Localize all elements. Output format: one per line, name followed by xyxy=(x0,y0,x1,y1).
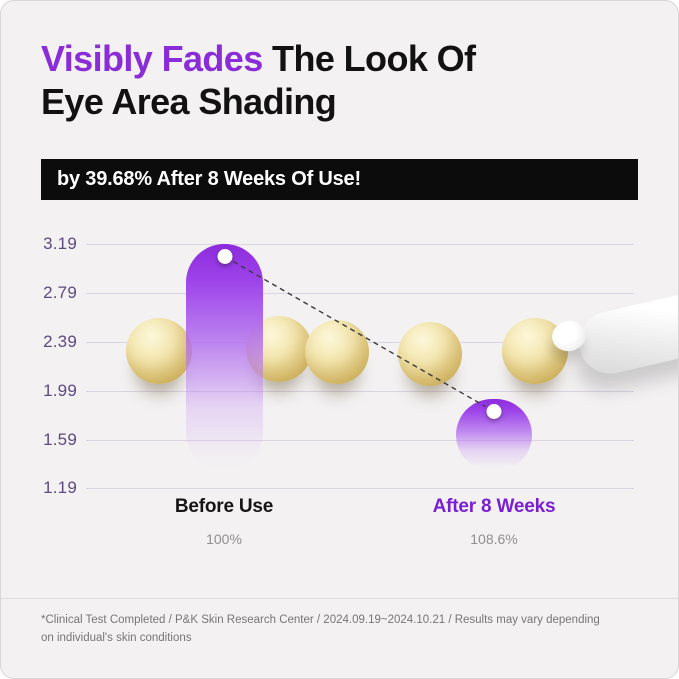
category-sublabel: 100% xyxy=(206,531,242,548)
chart: 3.19 2.79 2.39 1.99 1.59 1.19 xyxy=(43,234,634,497)
footnote-line1: *Clinical Test Completed / P&K Skin Rese… xyxy=(41,614,600,627)
category-label: After 8 Weeks xyxy=(432,496,556,518)
y-tick-label: 2.79 xyxy=(43,283,77,303)
chart-plot: 3.19 2.79 2.39 1.99 1.59 1.19 xyxy=(43,234,634,497)
gridline xyxy=(86,293,634,295)
y-tick-label: 1.19 xyxy=(43,478,77,498)
gridline xyxy=(86,390,634,392)
data-point-dot xyxy=(486,404,502,420)
gridline xyxy=(86,244,634,246)
data-point-dot xyxy=(217,249,232,265)
cream-sphere xyxy=(126,318,192,385)
y-tick-label: 3.19 xyxy=(43,234,77,254)
cream-sphere xyxy=(305,320,369,385)
y-tick-label: 2.39 xyxy=(43,331,77,351)
gridline xyxy=(86,488,634,490)
chart-bar xyxy=(456,399,532,472)
category-label: Before Use xyxy=(174,496,274,518)
title-rest: The Look Of xyxy=(262,38,476,79)
x-label-after: After 8 Weeks 108.6% xyxy=(433,496,556,547)
y-tick-label: 1.99 xyxy=(43,380,77,400)
x-axis-labels: Before Use 100% After 8 Weeks 108.6% xyxy=(86,496,634,568)
title-highlight: Visibly Fades xyxy=(41,38,263,79)
footnote: *Clinical Test Completed / P&K Skin Rese… xyxy=(1,598,678,678)
x-label-before: Before Use 100% xyxy=(174,496,274,548)
y-tick-label: 1.59 xyxy=(43,429,77,449)
page-title: Visibly Fades The Look Of Eye Area Shadi… xyxy=(41,37,638,123)
title-line2: Eye Area Shading xyxy=(41,81,337,123)
category-sublabel: 108.6% xyxy=(470,531,518,548)
footnote-line2: on individual's skin conditions xyxy=(41,632,192,645)
header: Visibly Fades The Look Of Eye Area Shadi… xyxy=(1,1,678,123)
claim-banner: by 39.68% After 8 Weeks Of Use! xyxy=(41,159,638,201)
cream-sphere xyxy=(398,322,462,387)
gridline xyxy=(86,439,634,441)
chart-bar xyxy=(186,244,263,472)
